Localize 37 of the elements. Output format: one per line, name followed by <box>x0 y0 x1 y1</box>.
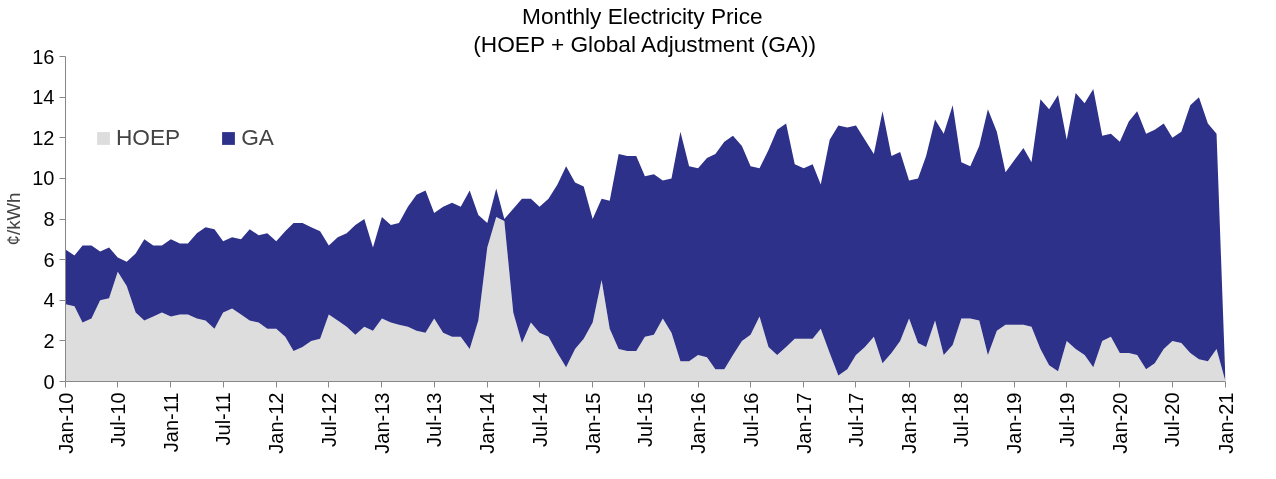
x-tick-label: Jul-10 <box>106 392 129 447</box>
x-tick-label: Jul-14 <box>528 392 551 447</box>
x-tick-label: Jul-13 <box>423 392 446 447</box>
chart-title: Monthly Electricity Price <box>522 2 763 29</box>
y-tick-label: 0 <box>43 370 55 393</box>
x-tick-label: Jan-21 <box>1214 392 1237 454</box>
x-tick-label: Jul-16 <box>739 392 762 447</box>
x-tick-label: Jul-20 <box>1161 392 1184 447</box>
chart-subtitle: (HOEP + Global Adjustment (GA)) <box>473 30 817 57</box>
y-tick-label: 2 <box>43 329 55 352</box>
legend-label: HOEP <box>116 124 181 151</box>
x-tick-label: Jul-12 <box>317 392 340 447</box>
legend-label: GA <box>241 124 274 151</box>
x-tick-label: Jul-11 <box>212 392 235 446</box>
x-tick-label: Jan-11 <box>159 392 182 453</box>
x-tick-label: Jan-16 <box>687 392 710 454</box>
x-tick-label: Jan-14 <box>476 392 499 454</box>
x-tick-label: Jul-19 <box>1055 392 1078 447</box>
y-tick-label: 8 <box>43 208 55 230</box>
y-tick-label: 10 <box>32 167 55 190</box>
x-tick-label: Jul-18 <box>950 392 973 447</box>
x-tick-label: Jul-15 <box>633 392 656 447</box>
y-axis-title: ¢/kWh <box>3 192 25 246</box>
x-tick-label: Jan-15 <box>581 392 604 454</box>
x-tick-label: Jan-10 <box>54 392 77 454</box>
x-tick-label: Jan-17 <box>792 392 815 454</box>
y-tick-label: 14 <box>32 86 55 109</box>
y-tick-label: 16 <box>32 45 55 68</box>
x-tick-label: Jan-12 <box>265 392 288 454</box>
y-tick-label: 4 <box>43 289 55 312</box>
x-tick-label: Jan-19 <box>1003 392 1026 454</box>
y-tick-label: 12 <box>32 126 55 149</box>
x-tick-label: Jul-17 <box>844 392 867 447</box>
x-tick-label: Jan-13 <box>370 392 393 454</box>
x-tick-label: Jan-18 <box>898 392 921 454</box>
x-tick-label: Jan-20 <box>1108 392 1131 454</box>
y-tick-label: 6 <box>43 248 55 271</box>
